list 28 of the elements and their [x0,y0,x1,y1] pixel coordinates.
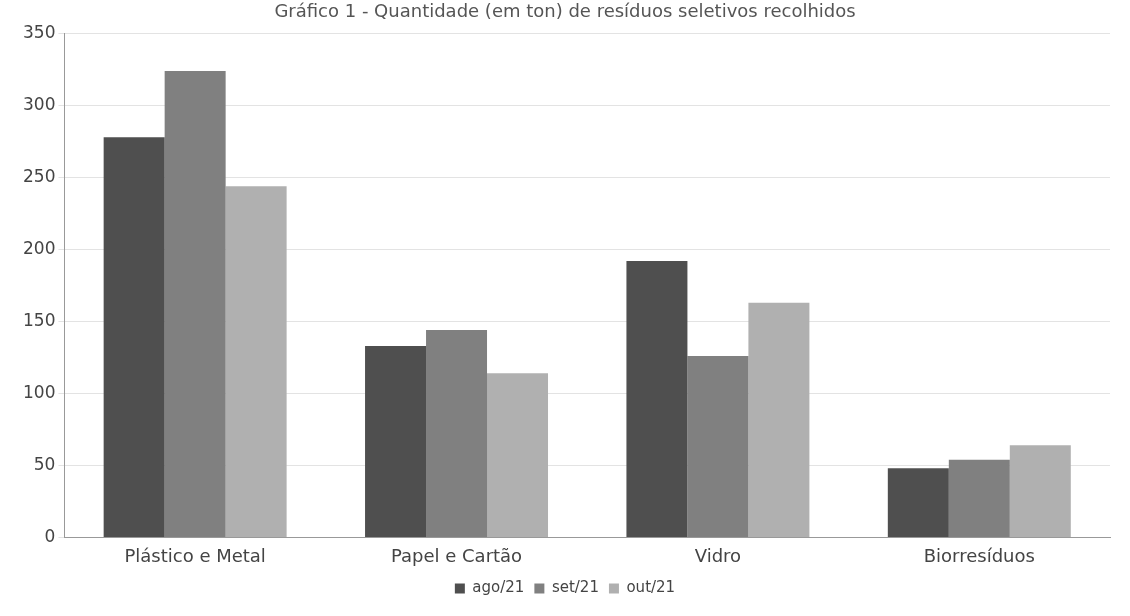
bar [487,373,549,537]
legend-label: set/21 [551,578,599,597]
y-tick-label: 50 [33,453,56,474]
legend-label: out/21 [626,578,676,597]
bar [626,261,688,537]
y-tick-label: 200 [22,237,56,258]
y-tick-label: 0 [44,525,56,546]
bar [887,468,949,537]
x-tick-label: Plástico e Metal [124,544,266,566]
bar [225,186,287,537]
x-tick-label: Vidro [694,544,742,566]
y-tick-label: 150 [22,309,56,330]
bar [103,137,165,537]
y-tick-label: 100 [22,381,56,402]
x-tick-label: Papel e Cartão [390,544,523,566]
bar [948,459,1010,537]
bar [687,356,749,537]
bar [164,71,226,537]
y-tick-label: 350 [22,22,56,43]
y-tick-label: 250 [22,165,56,186]
bar [365,345,427,537]
bar [1009,445,1071,537]
x-tick-label: Biorresíduos [923,544,1035,566]
bar [426,330,488,537]
chart-title: Gráfico 1 - Quantidade (em ton) de resíduos seletivos recolhidos [274,0,856,22]
legend-label: ago/21 [472,578,525,597]
bar [748,302,810,537]
y-tick-label: 300 [22,93,56,114]
